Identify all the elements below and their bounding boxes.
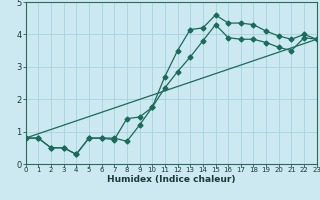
X-axis label: Humidex (Indice chaleur): Humidex (Indice chaleur) (107, 175, 236, 184)
